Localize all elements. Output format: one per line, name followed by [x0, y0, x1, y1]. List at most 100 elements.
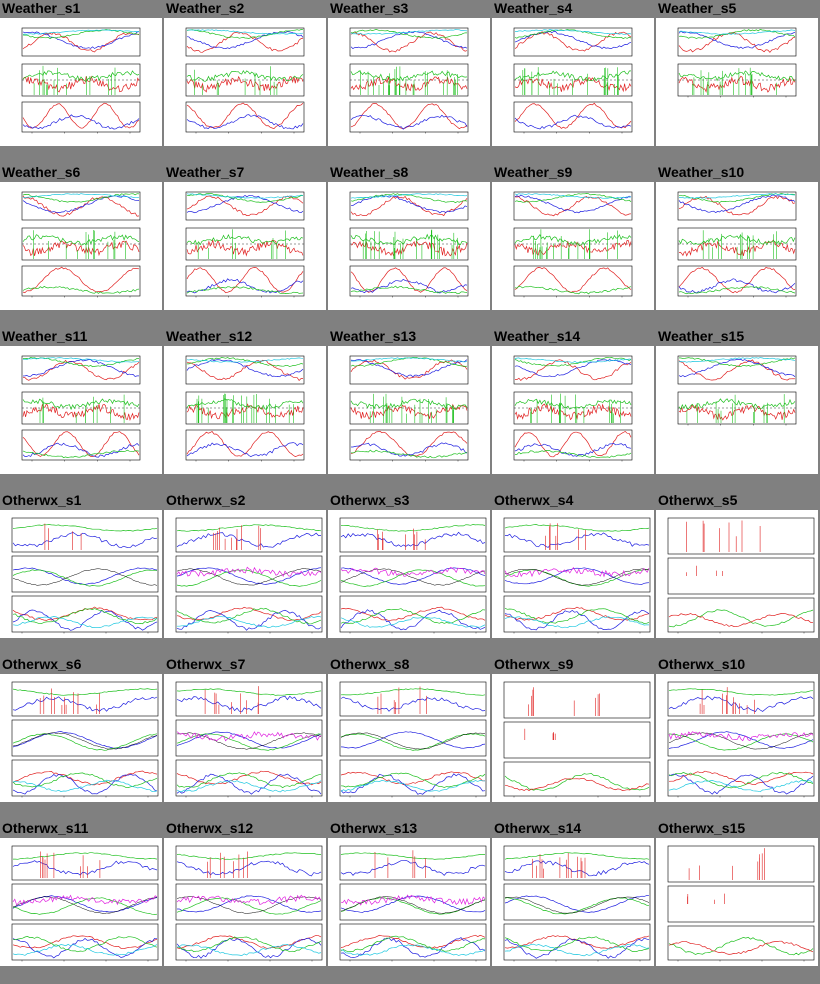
thumbnail-cell[interactable]: Weather_s15 — [656, 328, 818, 490]
series-cyan — [678, 29, 796, 35]
thumbnail-title-link[interactable]: Otherwx_s4 — [494, 492, 574, 508]
plot-thumbnail[interactable] — [656, 18, 818, 146]
series-red — [350, 76, 468, 92]
thumbnail-cell[interactable]: Weather_s2 — [164, 0, 326, 162]
plot-thumbnail[interactable] — [656, 838, 818, 966]
thumbnail-cell[interactable]: Weather_s4 — [492, 0, 654, 162]
plot-thumbnail[interactable] — [328, 674, 490, 802]
thumbnail-cell[interactable]: Weather_s7 — [164, 164, 326, 326]
thumbnail-title-link[interactable]: Weather_s11 — [2, 328, 88, 344]
thumbnail-title-link[interactable]: Otherwx_s7 — [166, 656, 246, 672]
thumbnail-title-link[interactable]: Weather_s3 — [330, 0, 409, 16]
thumbnail-cell[interactable]: Weather_s6 — [0, 164, 162, 326]
thumbnail-cell[interactable]: Otherwx_s7 — [164, 656, 326, 818]
thumbnail-title-link[interactable]: Otherwx_s5 — [658, 492, 738, 508]
thumbnail-cell[interactable]: Otherwx_s14 — [492, 820, 654, 982]
thumbnail-title-link[interactable]: Otherwx_s13 — [330, 820, 418, 836]
thumbnail-title-link[interactable]: Otherwx_s15 — [658, 820, 746, 836]
thumbnail-title-link[interactable]: Otherwx_s9 — [494, 656, 574, 672]
plot-thumbnail[interactable] — [492, 182, 654, 310]
thumbnail-cell[interactable]: Weather_s11 — [0, 328, 162, 490]
thumbnail-cell[interactable]: Otherwx_s12 — [164, 820, 326, 982]
thumbnail-title-link[interactable]: Otherwx_s11 — [2, 820, 89, 836]
thumbnail-title-link[interactable]: Weather_s10 — [658, 164, 745, 180]
thumbnail-title-link[interactable]: Otherwx_s2 — [166, 492, 246, 508]
thumbnail-cell[interactable]: Otherwx_s10 — [656, 656, 818, 818]
plot-thumbnail[interactable] — [656, 510, 818, 638]
thumbnail-cell[interactable]: Otherwx_s1 — [0, 492, 162, 654]
plot-thumbnail[interactable] — [164, 510, 326, 638]
thumbnail-title-link[interactable]: Weather_s9 — [494, 164, 573, 180]
upper-panel — [349, 355, 469, 385]
thumbnail-title-link[interactable]: Otherwx_s6 — [2, 656, 82, 672]
thumbnail-cell[interactable]: Weather_s3 — [328, 0, 490, 162]
plot-thumbnail[interactable] — [0, 674, 162, 802]
plot-thumbnail[interactable] — [164, 674, 326, 802]
plot-thumbnail[interactable] — [0, 346, 162, 474]
plot-thumbnail[interactable] — [0, 182, 162, 310]
thumbnail-title-link[interactable]: Otherwx_s14 — [494, 820, 582, 836]
thumbnail-title-link[interactable]: Weather_s12 — [166, 328, 253, 344]
thumbnail-cell[interactable]: Otherwx_s9 — [492, 656, 654, 818]
thumbnail-title-link[interactable]: Weather_s8 — [330, 164, 409, 180]
plot-thumbnail[interactable] — [656, 346, 818, 474]
thumbnail-cell[interactable]: Weather_s5 — [656, 0, 818, 162]
plot-thumbnail[interactable] — [164, 18, 326, 146]
thumbnail-title-link[interactable]: Otherwx_s3 — [330, 492, 410, 508]
thumbnail-cell[interactable]: Weather_s14 — [492, 328, 654, 490]
plot-thumbnail[interactable] — [328, 18, 490, 146]
thumbnail-cell[interactable]: Weather_s13 — [328, 328, 490, 490]
plot-thumbnail[interactable] — [492, 510, 654, 638]
series-green — [12, 608, 158, 625]
thumbnail-cell[interactable]: Weather_s8 — [328, 164, 490, 326]
series-blue — [22, 442, 140, 458]
thumbnail-title-link[interactable]: Weather_s15 — [658, 328, 745, 344]
thumbnail-title-link[interactable]: Otherwx_s1 — [2, 492, 82, 508]
series-green — [186, 286, 304, 295]
thumbnail-title-link[interactable]: Otherwx_s8 — [330, 656, 410, 672]
series-magenta — [504, 566, 650, 578]
plot-thumbnail[interactable] — [492, 674, 654, 802]
series-green — [678, 70, 796, 82]
thumbnail-title-link[interactable]: Weather_s13 — [330, 328, 417, 344]
thumbnail-title-link[interactable]: Weather_s14 — [494, 328, 581, 344]
thumbnail-title-link[interactable]: Weather_s5 — [658, 0, 737, 16]
thumbnail-title-link[interactable]: Weather_s6 — [2, 164, 81, 180]
thumbnail-cell[interactable]: Weather_s12 — [164, 328, 326, 490]
thumbnail-title-link[interactable]: Weather_s7 — [166, 164, 245, 180]
thumbnail-cell[interactable]: Otherwx_s11 — [0, 820, 162, 982]
plot-thumbnail[interactable] — [0, 838, 162, 966]
thumbnail-cell[interactable]: Weather_s10 — [656, 164, 818, 326]
thumbnail-cell[interactable]: Otherwx_s5 — [656, 492, 818, 654]
plot-thumbnail[interactable] — [328, 510, 490, 638]
plot-thumbnail[interactable] — [656, 674, 818, 802]
plot-thumbnail[interactable] — [0, 510, 162, 638]
upper-panel — [21, 355, 141, 385]
plot-thumbnail[interactable] — [164, 182, 326, 310]
thumbnail-title-link[interactable]: Weather_s1 — [2, 0, 81, 16]
thumbnail-title-link[interactable]: Weather_s4 — [494, 0, 573, 16]
thumbnail-cell[interactable]: Weather_s1 — [0, 0, 162, 162]
plot-thumbnail[interactable] — [656, 182, 818, 310]
plot-thumbnail[interactable] — [492, 838, 654, 966]
plot-thumbnail[interactable] — [0, 18, 162, 146]
plot-thumbnail[interactable] — [492, 346, 654, 474]
thumbnail-cell[interactable]: Otherwx_s6 — [0, 656, 162, 818]
plot-thumbnail[interactable] — [164, 346, 326, 474]
thumbnail-title-link[interactable]: Otherwx_s12 — [166, 820, 254, 836]
plot-thumbnail[interactable] — [328, 838, 490, 966]
thumbnail-cell[interactable]: Otherwx_s8 — [328, 656, 490, 818]
thumbnail-cell[interactable]: Otherwx_s2 — [164, 492, 326, 654]
thumbnail-cell[interactable]: Otherwx_s15 — [656, 820, 818, 982]
plot-thumbnail[interactable] — [164, 838, 326, 966]
thumbnail-cell[interactable]: Otherwx_s4 — [492, 492, 654, 654]
plot-thumbnail[interactable] — [492, 18, 654, 146]
thumbnail-title-link[interactable]: Weather_s2 — [166, 0, 245, 16]
thumbnail-title-link[interactable]: Otherwx_s10 — [658, 656, 746, 672]
thumbnail-cell[interactable]: Otherwx_s13 — [328, 820, 490, 982]
plot-graphic — [349, 191, 469, 298]
plot-thumbnail[interactable] — [328, 346, 490, 474]
plot-thumbnail[interactable] — [328, 182, 490, 310]
thumbnail-cell[interactable]: Weather_s9 — [492, 164, 654, 326]
thumbnail-cell[interactable]: Otherwx_s3 — [328, 492, 490, 654]
